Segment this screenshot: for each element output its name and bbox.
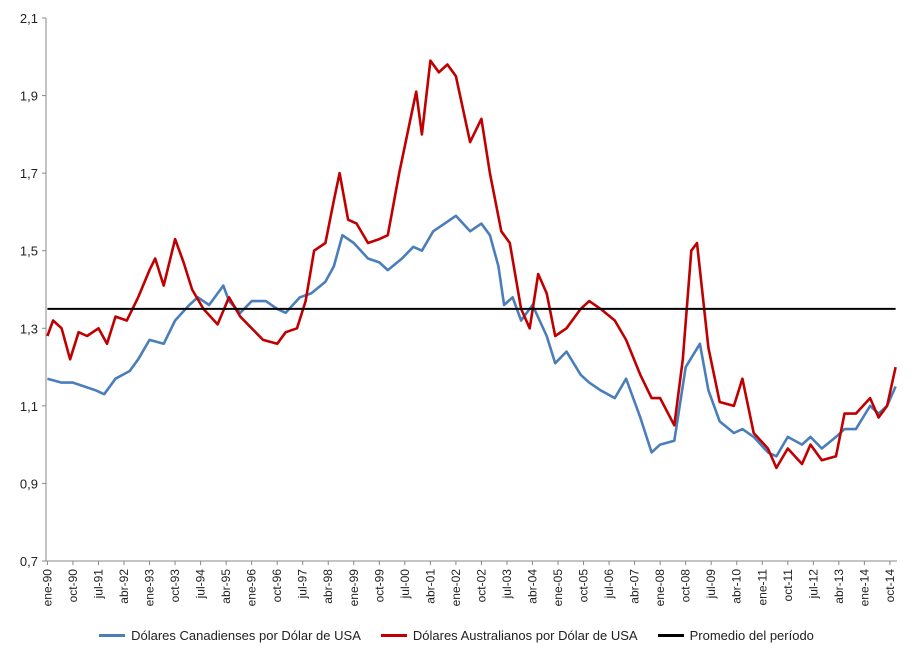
legend-item-aud: Dólares Australianos por Dólar de USA [380, 628, 638, 643]
x-tick-label: jul-94 [194, 569, 208, 600]
legend-label-average: Promedio del período [689, 628, 814, 643]
x-tick-label: ene-96 [245, 569, 259, 607]
x-tick-label: oct-96 [270, 569, 284, 603]
plot-area: 0,7 0,9 1,1 1,3 1,5 1,7 1,9 2,1 ene-90 oct-90 jul-… [20, 11, 897, 606]
legend-swatch-average [657, 634, 684, 637]
x-tick-label: jul-09 [704, 569, 718, 600]
legend-label-cad: Dólares Canadienses por Dólar de USA [131, 628, 361, 643]
x-tick-label: abr-95 [219, 569, 233, 604]
legend: Dólares Canadienses por Dólar de USA Dól… [0, 628, 913, 643]
cad-series-line [47, 214, 897, 458]
y-tick-label: 1,9 [20, 89, 38, 104]
x-tick-label: oct-08 [679, 569, 693, 603]
x-tick-label: ene-99 [347, 569, 361, 607]
legend-swatch-aud [380, 634, 407, 637]
x-tick-label: abr-98 [321, 569, 335, 604]
x-tick-label: ene-02 [449, 569, 463, 607]
x-tick-label: oct-05 [577, 569, 591, 603]
x-tick-label: jul-97 [296, 569, 310, 600]
x-tick-label: jul-12 [806, 569, 820, 600]
x-tick-label: oct-93 [168, 569, 182, 603]
x-tick-label: ene-05 [551, 569, 565, 607]
y-tick-label: 0,7 [20, 554, 38, 569]
x-tick-label: jul-03 [500, 569, 514, 600]
x-tick-label: abr-04 [525, 569, 539, 604]
x-tick-label: oct-99 [372, 569, 386, 603]
legend-item-cad: Dólares Canadienses por Dólar de USA [99, 628, 361, 643]
x-tick-label: abr-13 [832, 569, 846, 604]
x-tick-label: jul-91 [91, 569, 105, 600]
x-tick-label: oct-14 [883, 569, 897, 603]
legend-label-aud: Dólares Australianos por Dólar de USA [412, 628, 638, 643]
x-tick-label: ene-14 [857, 569, 871, 607]
x-tick-label: abr-92 [117, 569, 131, 604]
x-tick-label: oct-90 [66, 569, 80, 603]
aud-series-line [46, 59, 897, 470]
x-tick-label: jul-06 [602, 569, 616, 600]
y-tick-label: 2,1 [20, 11, 38, 26]
x-tick-label: ene-93 [143, 569, 157, 607]
x-tick-label: oct-02 [474, 569, 488, 603]
y-tick-label: 1,1 [20, 399, 38, 414]
x-tick-label: ene-08 [653, 569, 667, 607]
x-tick-label: jul-00 [398, 569, 412, 600]
y-tick-label: 1,7 [20, 166, 38, 181]
x-tick-label: abr-10 [730, 569, 744, 604]
legend-item-average: Promedio del período [657, 628, 814, 643]
x-tick-label: abr-07 [628, 569, 642, 604]
y-tick-label: 1,5 [20, 244, 38, 259]
y-tick-label: 0,9 [20, 476, 38, 491]
x-tick-label: abr-01 [423, 569, 437, 604]
legend-swatch-cad [99, 634, 126, 637]
y-tick-label: 1,3 [20, 321, 38, 336]
x-tick-label: ene-90 [40, 569, 54, 607]
x-tick-label: ene-11 [755, 569, 769, 606]
x-tick-label: oct-11 [781, 569, 795, 602]
